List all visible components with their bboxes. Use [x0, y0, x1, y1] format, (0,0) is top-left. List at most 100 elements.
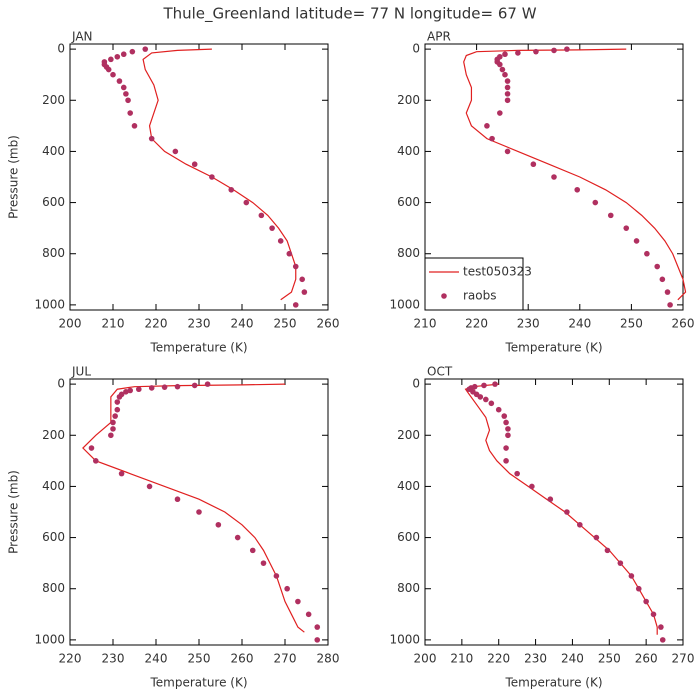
x-tick-label: 260: [672, 317, 695, 331]
plot-frame: [424, 378, 684, 646]
obs-point: [125, 97, 131, 104]
obs-point: [497, 61, 503, 68]
obs-point: [112, 413, 118, 419]
x-tick-label: 270: [274, 652, 297, 666]
obs-point: [314, 637, 321, 643]
obs-point: [174, 496, 181, 503]
obs-point: [215, 521, 222, 528]
obs-point: [623, 225, 630, 231]
obs-point: [209, 174, 215, 180]
legend-label: raobs: [463, 289, 497, 303]
obs-point: [481, 382, 487, 389]
y-tick-label: 400: [397, 144, 420, 158]
model-line: [142, 48, 297, 301]
plot-frame: [69, 43, 329, 311]
obs-point: [505, 432, 511, 439]
obs-point: [497, 110, 503, 116]
obs-point: [110, 419, 116, 426]
obs-point: [116, 78, 123, 84]
y-tick-label: 0: [57, 42, 65, 56]
x-tick-label: 220: [465, 317, 488, 331]
x-tick-label: 250: [598, 652, 621, 666]
legend-box: [424, 257, 524, 311]
obs-point: [305, 611, 312, 618]
x-tick-label: 220: [145, 317, 168, 331]
obs-point: [148, 135, 155, 142]
obs-point: [127, 110, 133, 116]
obs-point: [504, 148, 511, 155]
obs-point: [654, 263, 660, 270]
y-tick-label: 1000: [34, 297, 65, 311]
obs-point: [114, 399, 121, 405]
x-tick-label: 200: [414, 652, 437, 666]
obs-point: [593, 534, 600, 541]
y-tick-label: 0: [412, 377, 420, 391]
obs-point: [658, 624, 664, 630]
y-axis-label: Pressure (mb): [7, 135, 21, 219]
x-tick-label: 250: [274, 317, 297, 331]
x-tick-label: 240: [145, 652, 168, 666]
legend-label: test050323: [463, 265, 532, 279]
obs-point: [269, 225, 275, 231]
obs-point: [499, 66, 506, 73]
obs-point: [292, 302, 299, 308]
x-tick-label: 210: [414, 317, 437, 331]
obs-point: [172, 148, 179, 155]
obs-point: [295, 598, 301, 605]
y-tick-label: 200: [42, 428, 65, 442]
obs-point: [88, 445, 95, 451]
x-axis-label: Temperature (K): [504, 341, 602, 355]
y-tick-label: 800: [42, 246, 65, 260]
obs-point: [504, 97, 511, 104]
obs-point: [644, 250, 650, 257]
obs-point: [643, 598, 649, 605]
x-tick-label: 220: [59, 652, 82, 666]
obs-point: [564, 46, 570, 52]
obs-point: [105, 66, 112, 73]
obs-point: [260, 560, 267, 566]
obs-point: [501, 413, 508, 419]
obs-point: [489, 135, 495, 142]
obs-point: [564, 509, 570, 515]
obs-point: [277, 238, 284, 244]
y-tick-label: 600: [397, 530, 420, 544]
obs-point: [505, 426, 511, 432]
obs-point: [243, 199, 250, 206]
obs-point: [551, 47, 557, 54]
y-tick-label: 400: [42, 144, 65, 158]
y-tick-label: 200: [397, 93, 420, 107]
y-axis-label: Pressure (mb): [7, 470, 21, 554]
y-tick-label: 1000: [389, 297, 420, 311]
model-line: [82, 383, 305, 633]
obs-point: [191, 161, 198, 168]
obs-point: [204, 381, 211, 387]
obs-point: [301, 289, 308, 295]
obs-point: [483, 396, 489, 403]
x-tick-label: 230: [517, 317, 540, 331]
y-tick-label: 200: [42, 93, 65, 107]
model-line: [464, 383, 658, 635]
obs-point: [273, 573, 280, 579]
obs-point: [504, 78, 511, 84]
obs-point: [146, 483, 153, 490]
y-tick-label: 800: [397, 581, 420, 595]
x-tick-label: 230: [188, 317, 211, 331]
obs-point: [514, 470, 520, 477]
y-tick-label: 600: [42, 195, 65, 209]
x-axis-label: Temperature (K): [149, 341, 247, 355]
obs-point: [120, 84, 127, 91]
obs-point: [108, 432, 114, 439]
x-tick-label: 260: [635, 652, 658, 666]
obs-point: [174, 383, 181, 390]
obs-point: [503, 458, 509, 464]
x-tick-label: 220: [487, 652, 510, 666]
obs-point: [503, 419, 509, 426]
x-tick-label: 200: [59, 317, 82, 331]
obs-point: [503, 445, 509, 451]
obs-point: [228, 186, 235, 193]
obs-point: [533, 48, 539, 55]
y-tick-label: 400: [397, 479, 420, 493]
obs-point: [617, 560, 624, 566]
panel-label: JUL: [71, 365, 91, 379]
